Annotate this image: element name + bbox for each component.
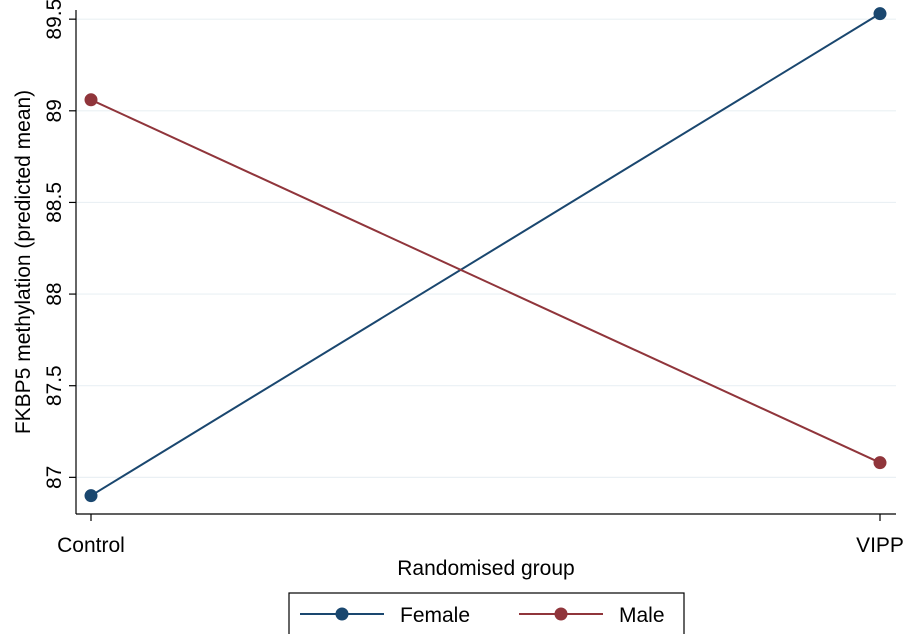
x-tick-label: VIPP: [856, 534, 904, 557]
legend-label-male: Male: [619, 604, 665, 627]
y-tick-label: 89.5: [43, 0, 66, 40]
data-point-male: [84, 93, 98, 107]
y-tick-label: 87: [43, 466, 66, 489]
gridlines: [76, 18, 896, 478]
x-tick-label: Control: [57, 534, 125, 557]
y-tick-label: 88.5: [43, 182, 66, 223]
data-point-male: [873, 456, 887, 470]
series-line-male: [90, 98, 881, 464]
legend-marker-female: [335, 607, 349, 621]
legend-label-female: Female: [400, 604, 470, 627]
series-line-female: [90, 12, 881, 497]
series-group: [84, 7, 887, 503]
y-tick-label: 87.5: [43, 365, 66, 406]
y-axis-title: FKBP5 methylation (predicted mean): [12, 90, 35, 434]
x-axis-title: Randomised group: [397, 557, 574, 580]
y-tick-label: 89: [43, 99, 66, 122]
x-ticks: Control VIPP: [57, 514, 904, 557]
legend-marker-male: [554, 607, 568, 621]
data-point-female: [84, 489, 98, 503]
legend: Female Male: [288, 592, 685, 634]
y-ticks: 87 87.5 88 88.5 89 89.5: [43, 0, 76, 489]
data-point-female: [873, 7, 887, 21]
y-tick-label: 88: [43, 282, 66, 305]
